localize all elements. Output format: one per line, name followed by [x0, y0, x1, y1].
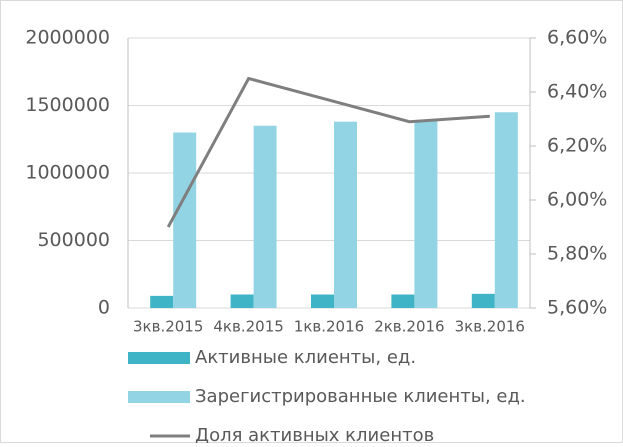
y2-tick-label: 5,60% — [547, 297, 607, 319]
legend-swatch — [128, 352, 190, 364]
bar — [173, 132, 197, 308]
x-tick-label: 3кв.2015 — [133, 318, 203, 336]
bar — [494, 112, 518, 308]
bar — [471, 293, 495, 308]
y2-tick-label: 5,80% — [547, 243, 607, 265]
y-tick-label: 500000 — [37, 229, 110, 251]
bar — [150, 295, 174, 308]
x-tick-label: 3кв.2016 — [455, 318, 525, 336]
y-tick-label: 1500000 — [25, 94, 110, 116]
y2-tick-label: 6,00% — [547, 189, 607, 211]
y2-tick-label: 6,40% — [547, 81, 607, 103]
x-tick-label: 1кв.2016 — [294, 318, 364, 336]
x-tick-label: 2кв.2016 — [374, 318, 444, 336]
y2-tick-label: 6,60% — [547, 27, 607, 49]
bar — [334, 121, 357, 308]
y-tick-label: 1000000 — [25, 162, 110, 184]
bar — [311, 294, 334, 308]
bar — [391, 294, 415, 308]
legend-swatch — [128, 391, 190, 403]
line — [166, 76, 490, 228]
legend-label: Активные клиенты, ед. — [195, 347, 416, 368]
bar — [253, 125, 277, 308]
legend-label: Доля активных клиентов — [195, 425, 434, 443]
bar — [414, 120, 438, 308]
legend-label: Зарегистрированные клиенты, ед. — [195, 386, 526, 407]
y-tick-label: 0 — [98, 297, 110, 319]
y2-tick-label: 6,20% — [547, 135, 607, 157]
y-tick-label: 2000000 — [25, 27, 110, 49]
bar — [230, 294, 254, 308]
x-tick-label: 4кв.2015 — [213, 318, 283, 336]
